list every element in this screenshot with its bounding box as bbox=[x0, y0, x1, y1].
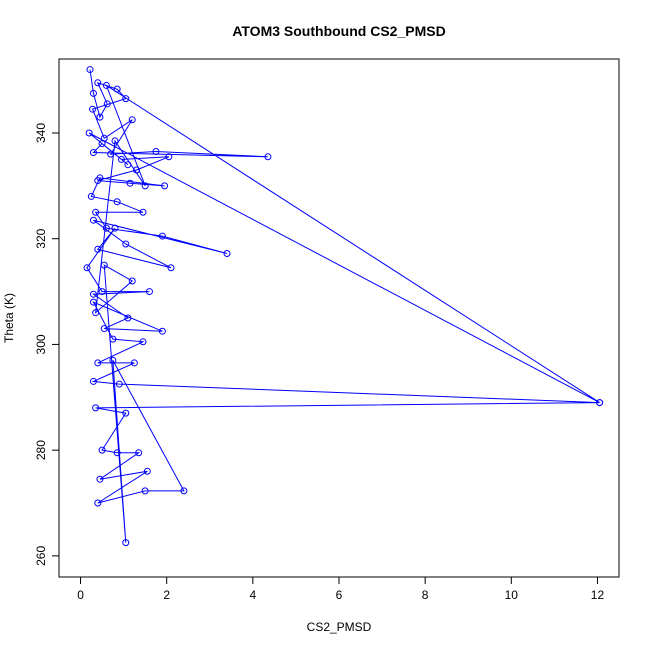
data-point bbox=[113, 85, 121, 93]
data-point bbox=[139, 338, 147, 346]
data-point bbox=[128, 116, 136, 124]
data-point bbox=[94, 245, 102, 253]
data-point bbox=[100, 325, 108, 333]
y-axis-label: Theta (K) bbox=[2, 293, 16, 343]
data-point bbox=[113, 198, 121, 206]
data-point bbox=[102, 81, 110, 89]
y-tick-label: 280 bbox=[34, 440, 48, 460]
data-point bbox=[596, 399, 604, 407]
data-point bbox=[165, 153, 173, 161]
series-line bbox=[86, 69, 600, 543]
data-point bbox=[115, 380, 123, 388]
data-point bbox=[264, 153, 272, 161]
data-point bbox=[117, 155, 125, 163]
x-tick-label: 6 bbox=[336, 588, 343, 602]
chart-title: ATOM3 Southbound CS2_PMSD bbox=[232, 23, 445, 39]
data-point bbox=[161, 182, 169, 190]
data-point bbox=[141, 182, 149, 190]
data-point bbox=[158, 327, 166, 335]
data-point bbox=[141, 487, 149, 495]
data-point bbox=[102, 224, 110, 232]
data-point bbox=[92, 309, 100, 317]
data-point bbox=[107, 150, 115, 158]
data-point bbox=[89, 216, 97, 224]
data-point bbox=[98, 288, 106, 296]
data-point bbox=[126, 179, 134, 187]
data-point bbox=[133, 166, 141, 174]
data-point bbox=[86, 66, 94, 74]
data-point bbox=[94, 359, 102, 367]
data-point bbox=[98, 140, 106, 148]
x-axis: 0 2 4 6 8 10 12 bbox=[77, 577, 604, 602]
data-point bbox=[152, 148, 160, 155]
data-point bbox=[145, 288, 153, 296]
data-point bbox=[122, 409, 130, 417]
data-point bbox=[89, 89, 97, 97]
data-point bbox=[92, 404, 100, 412]
data-point bbox=[89, 149, 97, 157]
data-point bbox=[143, 467, 151, 475]
data-point bbox=[100, 261, 108, 269]
x-tick-label: 4 bbox=[250, 588, 257, 602]
x-tick-label: 2 bbox=[163, 588, 170, 602]
data-point bbox=[83, 264, 91, 272]
data-point bbox=[124, 314, 132, 322]
y-tick-label: 260 bbox=[34, 546, 48, 566]
data-point bbox=[98, 446, 106, 454]
x-tick-label: 8 bbox=[422, 588, 429, 602]
data-point bbox=[158, 232, 166, 240]
data-point bbox=[122, 95, 130, 103]
data-point bbox=[96, 113, 104, 121]
data-point bbox=[109, 356, 117, 364]
data-point bbox=[92, 208, 100, 216]
data-point bbox=[85, 129, 93, 137]
x-tick-label: 10 bbox=[505, 588, 519, 602]
data-point bbox=[96, 174, 104, 182]
data-point bbox=[111, 224, 119, 232]
data-point bbox=[122, 539, 130, 547]
series-layer bbox=[83, 66, 604, 547]
data-point bbox=[89, 290, 97, 298]
data-point bbox=[87, 192, 95, 200]
data-point bbox=[180, 487, 188, 495]
y-tick-label: 320 bbox=[34, 228, 48, 248]
data-point bbox=[122, 240, 130, 248]
data-point bbox=[89, 298, 97, 306]
x-tick-label: 0 bbox=[77, 588, 84, 602]
data-point bbox=[96, 475, 104, 483]
data-point bbox=[89, 105, 97, 113]
data-point bbox=[130, 359, 138, 367]
data-point bbox=[94, 499, 102, 507]
y-axis: 260 280 300 320 340 bbox=[34, 123, 59, 566]
data-point bbox=[89, 377, 97, 385]
data-point bbox=[103, 100, 111, 108]
y-tick-label: 300 bbox=[34, 334, 48, 354]
data-point bbox=[113, 449, 121, 457]
data-point bbox=[167, 264, 175, 272]
data-point bbox=[94, 79, 102, 87]
data-point bbox=[223, 250, 231, 258]
x-tick-label: 12 bbox=[591, 588, 605, 602]
data-point bbox=[128, 277, 136, 285]
data-point bbox=[135, 449, 143, 457]
data-point bbox=[109, 335, 117, 343]
x-axis-label: CS2_PMSD bbox=[307, 620, 372, 634]
y-tick-label: 340 bbox=[34, 123, 48, 143]
data-point bbox=[139, 208, 147, 216]
data-point bbox=[124, 161, 132, 169]
data-point bbox=[111, 137, 119, 145]
